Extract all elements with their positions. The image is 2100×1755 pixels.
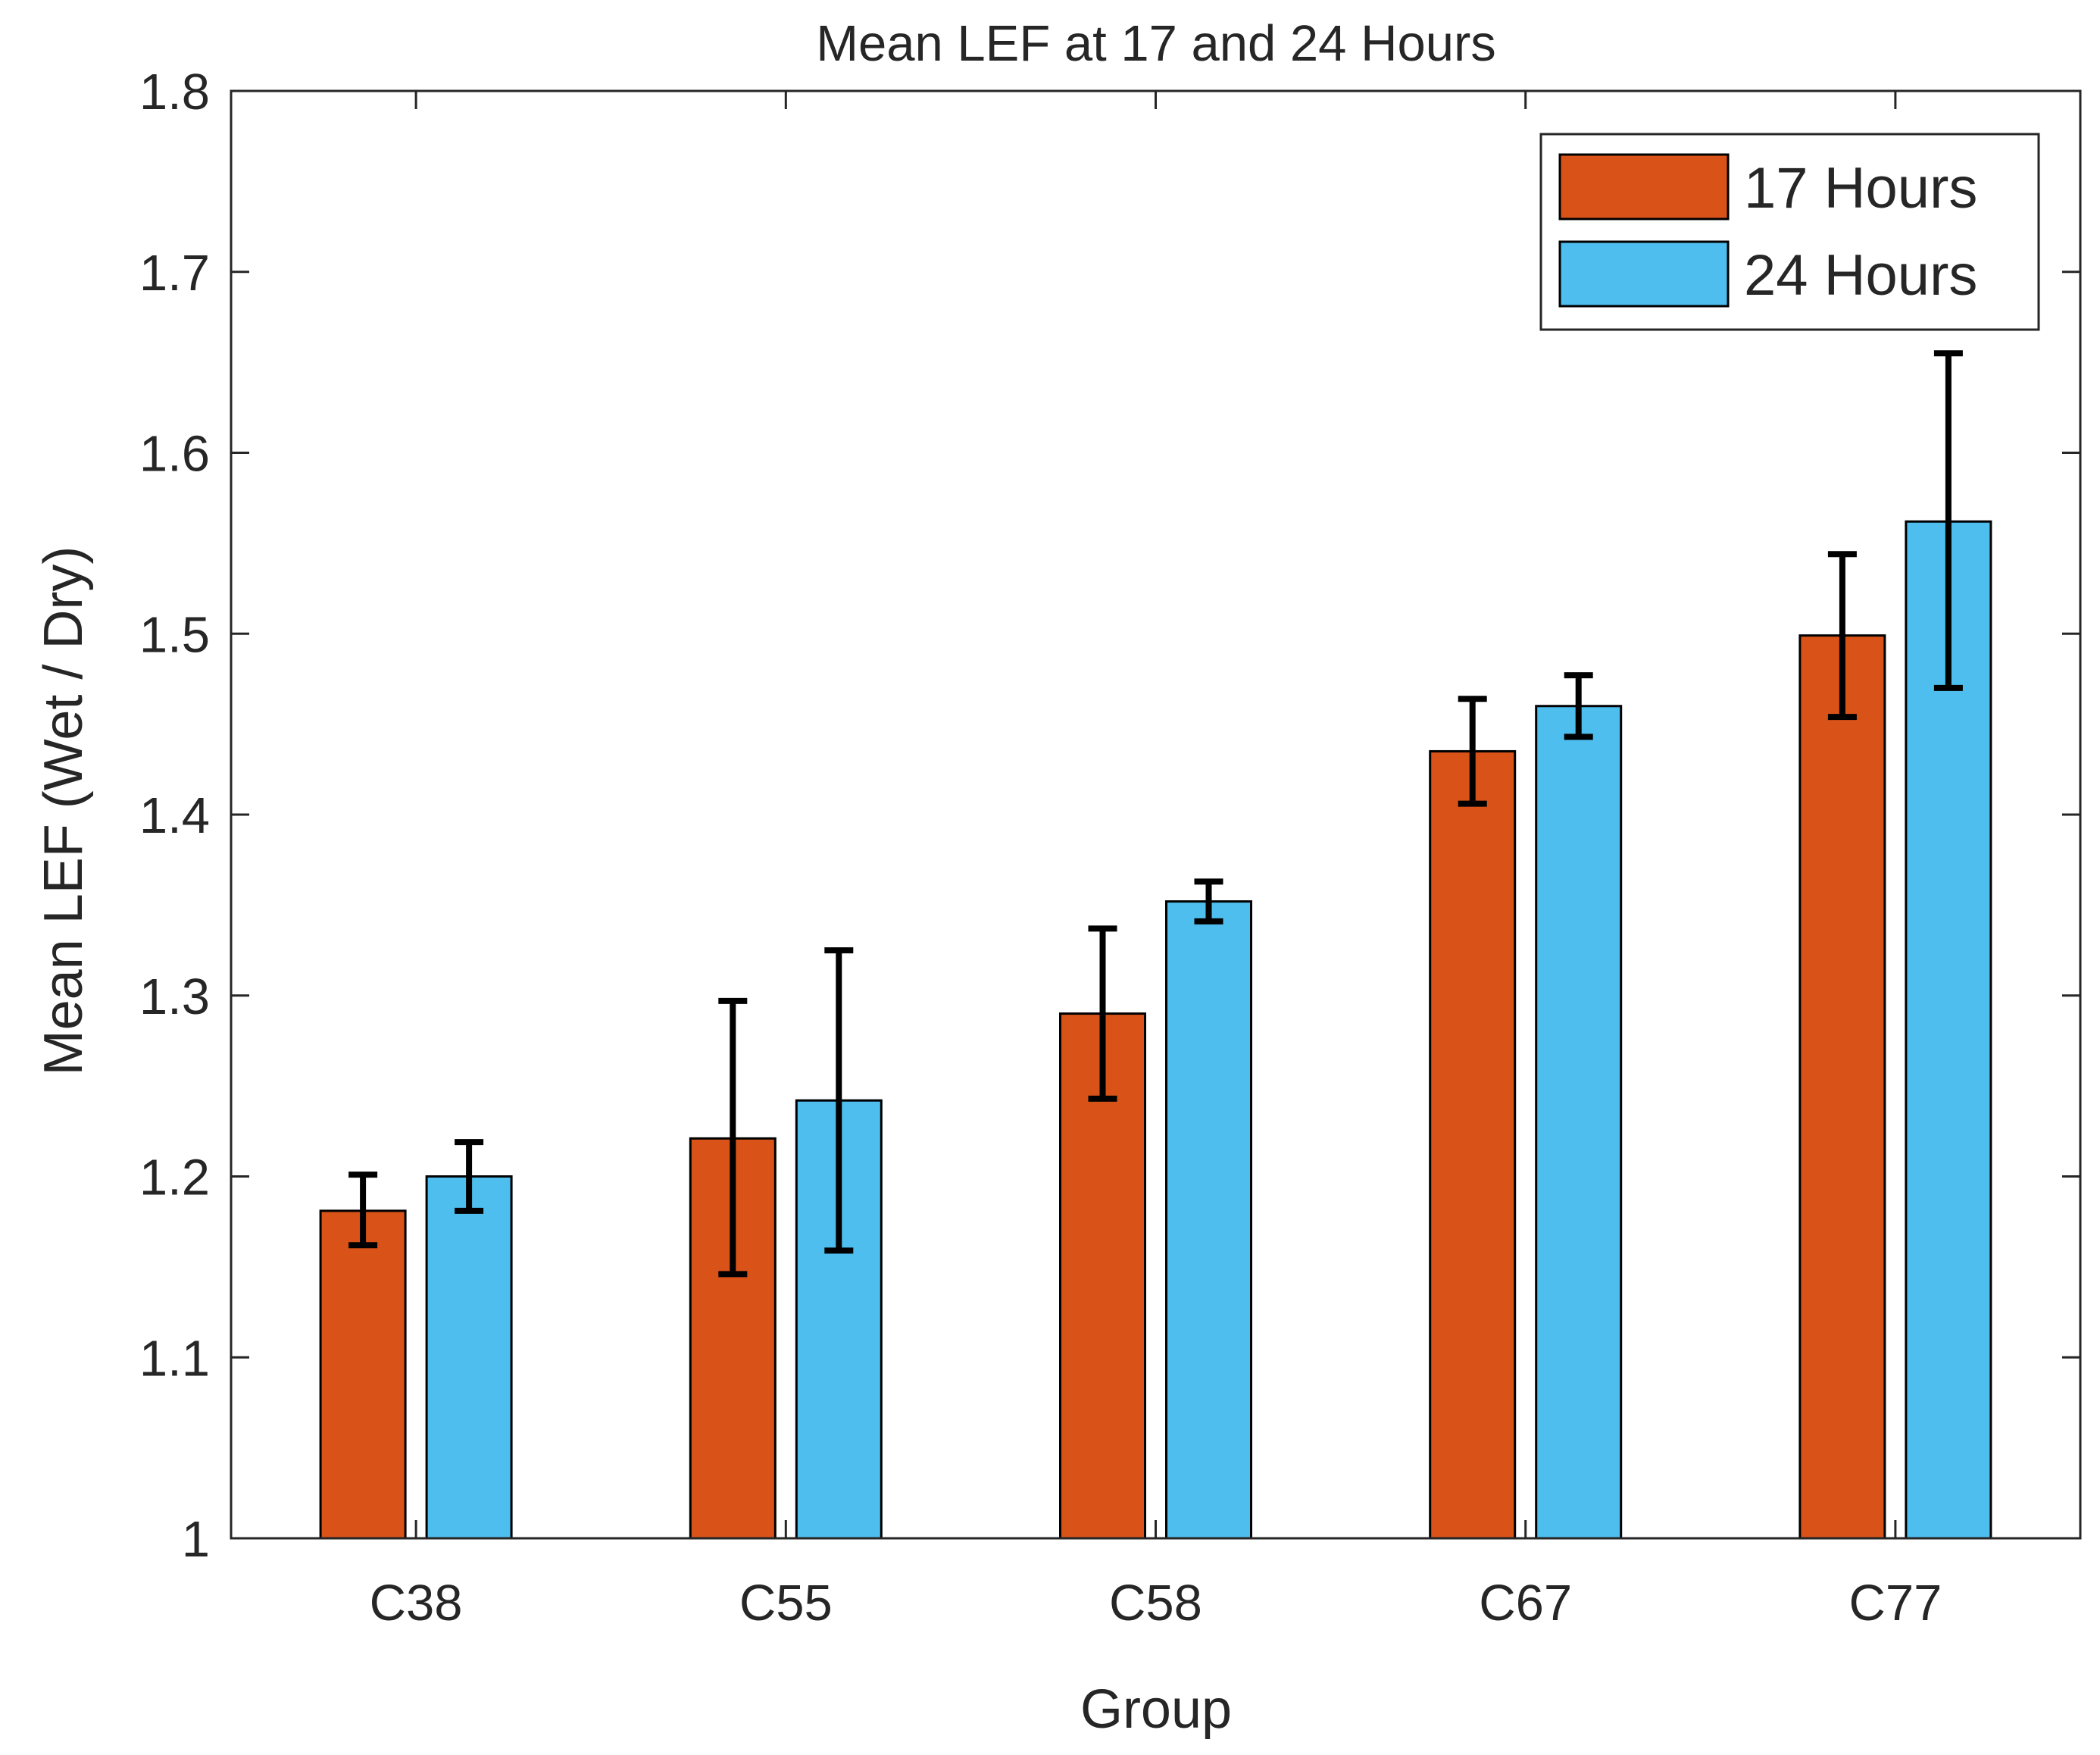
bar-17h-c77 — [1798, 634, 1886, 1540]
y-tick-label: 1.5 — [139, 606, 210, 663]
y-tick-label: 1.4 — [139, 787, 210, 844]
y-tick-label: 1.3 — [139, 968, 210, 1025]
errorbar-17h-c77 — [1827, 551, 1857, 721]
y-tick-label: 1.2 — [139, 1150, 210, 1206]
bar-24h-c58 — [1165, 900, 1252, 1540]
errorbar-24h-c77 — [1933, 350, 1963, 691]
chart-title: Mean LEF at 17 and 24 Hours — [816, 15, 1496, 72]
bars-layer — [319, 520, 1992, 1540]
bar-17h-c67 — [1429, 749, 1517, 1540]
errorbar-24h-c67 — [1564, 672, 1593, 740]
errorbar-17h-c55 — [718, 997, 748, 1278]
y-tick-label: 1.8 — [139, 64, 210, 120]
x-axis-label: Group — [1080, 1679, 1232, 1740]
legend-label-24h: 24 Hours — [1744, 243, 1977, 308]
errorbar-17h-c38 — [348, 1172, 378, 1249]
legend-swatch-24h — [1558, 240, 1730, 308]
y-tick-label: 1 — [182, 1511, 210, 1568]
y-axis-label: Mean LEF (Wet / Dry) — [33, 546, 94, 1076]
errorbar-24h-c38 — [455, 1139, 484, 1214]
bar-17h-c38 — [319, 1209, 407, 1540]
y-axis-ticks: 1 1.1 1.2 1.3 1.4 1.5 1.6 1.7 1.8 — [139, 64, 2080, 1568]
legend: 17 Hours 24 Hours — [1539, 133, 2040, 331]
legend-label-17h: 17 Hours — [1744, 156, 1977, 221]
y-tick-label: 1.7 — [139, 245, 210, 302]
x-tick-label-c58: C58 — [1109, 1575, 1202, 1631]
bar-24h-c38 — [425, 1175, 513, 1540]
y-tick-label: 1.1 — [139, 1330, 210, 1387]
y-tick-label: 1.6 — [139, 426, 210, 483]
x-tick-label-c38: C38 — [370, 1575, 463, 1631]
bar-24h-c67 — [1535, 705, 1623, 1540]
x-tick-label-c67: C67 — [1479, 1575, 1572, 1631]
legend-swatch-17h — [1558, 153, 1730, 221]
errorbar-24h-c55 — [824, 947, 854, 1254]
errorbar-17h-c58 — [1088, 925, 1117, 1102]
x-tick-label-c77: C77 — [1848, 1575, 1942, 1631]
x-axis-ticks: C38 C55 C58 C67 C77 — [370, 91, 1942, 1631]
x-tick-label-c55: C55 — [739, 1575, 833, 1631]
errorbar-17h-c67 — [1458, 696, 1487, 807]
errorbars-layer — [348, 350, 1963, 1278]
errorbar-24h-c58 — [1194, 878, 1223, 924]
